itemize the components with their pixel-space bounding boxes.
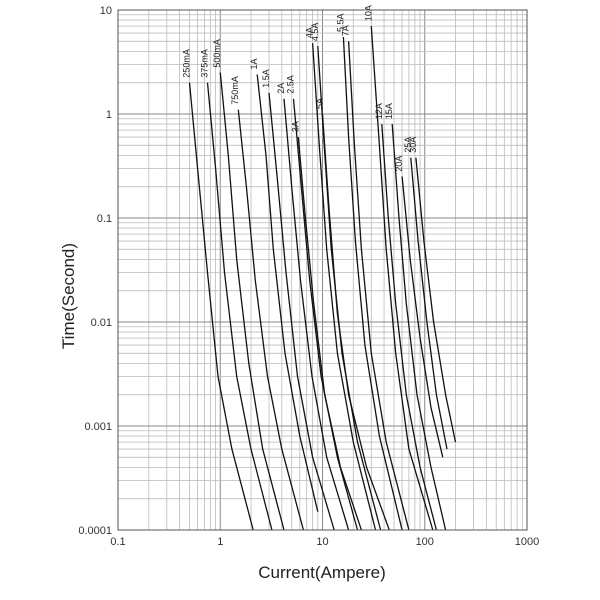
- curve-label: 3A: [290, 121, 300, 132]
- curves: [188, 26, 457, 531]
- fuse-curve: [391, 124, 447, 531]
- curve-label: 2A: [276, 83, 286, 94]
- curve-label: 250mA: [181, 49, 191, 78]
- fuse-curve: [415, 157, 457, 443]
- curve-label: 25A: [403, 137, 413, 153]
- fuse-curve: [370, 26, 434, 531]
- fuse-curve: [381, 124, 438, 531]
- curve-label: 4A: [305, 27, 315, 38]
- fuse-curve: [206, 82, 273, 531]
- curve-label: 5A: [315, 98, 325, 109]
- curve-label: 500mA: [212, 39, 222, 68]
- y-tick-labels: 10 1 0.1 0.01 0.001 0.0001: [78, 5, 112, 537]
- fuse-curve: [321, 113, 390, 531]
- x-axis-title: Current(Ampere): [258, 563, 386, 582]
- x-tick-label: 10: [316, 536, 328, 548]
- fuse-curve: [410, 157, 448, 450]
- curve-label: 7A: [341, 25, 351, 36]
- fuse-curve: [283, 98, 350, 531]
- fuse-curve: [256, 74, 319, 512]
- fuse-curve: [237, 109, 305, 531]
- y-tick-label: 0.1: [97, 213, 112, 225]
- y-tick-label: 10: [100, 5, 112, 17]
- curve-label: 1.5A: [261, 69, 271, 88]
- y-tick-label: 0.001: [84, 421, 112, 433]
- y-tick-label: 1: [106, 109, 112, 121]
- fuse-curve: [342, 36, 403, 531]
- curve-label: 2.5A: [285, 75, 295, 94]
- fuse-curve: [219, 72, 285, 531]
- curve-label: 12A: [374, 103, 384, 119]
- x-tick-label: 0.1: [110, 536, 125, 548]
- curve-label: 5.5A: [335, 13, 345, 32]
- y-axis-title: Time(Second): [59, 243, 78, 349]
- fuse-curve: [347, 41, 410, 531]
- curve-label: 375mA: [199, 49, 209, 78]
- fuse-curve: [268, 92, 335, 531]
- plot-frame: [117, 9, 528, 531]
- x-tick-label: 100: [416, 536, 434, 548]
- y-tick-label: 0.01: [91, 317, 112, 329]
- curve-label: 20A: [394, 156, 404, 172]
- x-tick-label: 1000: [515, 536, 539, 548]
- curve-label: 4.5A: [310, 23, 320, 42]
- fuse-curve: [311, 43, 377, 531]
- y-tick-label: 0.0001: [78, 525, 112, 537]
- fuse-curve: [401, 176, 444, 458]
- curve-label: 10A: [363, 5, 373, 21]
- curve-label: 15A: [384, 103, 394, 119]
- curve-labels: 250mA 375mA 500mA 750mA 1A1.5A 2A 2.5A 3A 4A4.5A…: [181, 5, 417, 172]
- curve-label: 30A: [408, 137, 418, 153]
- x-tick-labels: 0.1 1 10 100 1000: [110, 536, 539, 548]
- fuse-curve: [297, 137, 363, 531]
- fuse-curve: [188, 82, 254, 531]
- curve-label: 750mA: [230, 76, 240, 105]
- curve-label: 1A: [249, 58, 259, 69]
- x-tick-label: 1: [217, 536, 223, 548]
